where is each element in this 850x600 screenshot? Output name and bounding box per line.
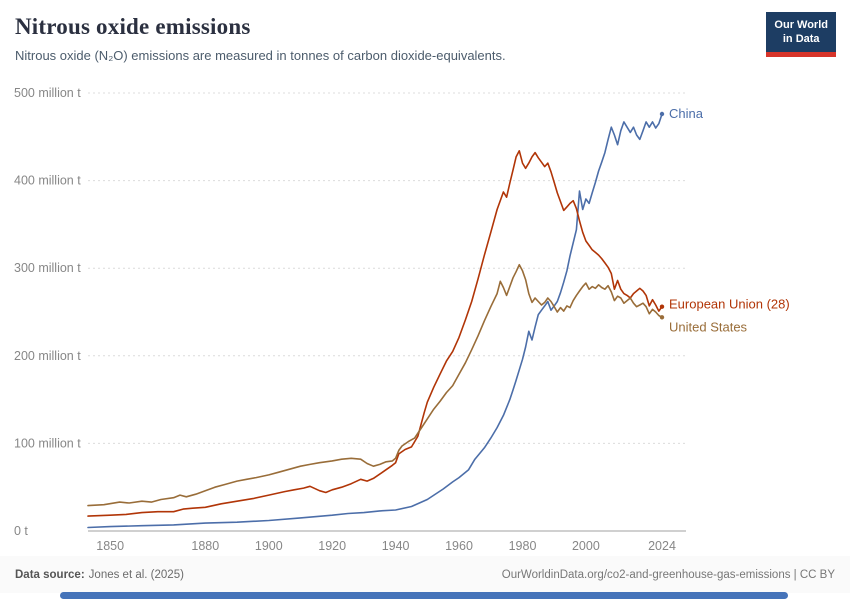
- y-tick-label: 400 million t: [14, 174, 81, 188]
- chart-header: Nitrous oxide emissions Nitrous oxide (N…: [15, 14, 740, 63]
- x-tick-label: 1880: [191, 539, 219, 553]
- y-tick-label: 500 million t: [14, 86, 81, 100]
- y-tick-label: 200 million t: [14, 349, 81, 363]
- x-tick-label: 2000: [572, 539, 600, 553]
- chart-footer: Data source: Jones et al. (2025) OurWorld…: [0, 556, 850, 593]
- owid-logo-line2: in Data: [782, 33, 820, 46]
- series-endpoint-china: [659, 111, 665, 117]
- series-line-united-states: [87, 263, 663, 507]
- x-tick-label: 1980: [509, 539, 537, 553]
- series-line-china: [87, 113, 663, 529]
- y-tick-label: 0 t: [14, 524, 28, 538]
- x-tick-label: 1920: [318, 539, 346, 553]
- x-tick-label: 1900: [255, 539, 283, 553]
- series-endpoint-european-union-28: [659, 304, 665, 309]
- series-label-china: China: [669, 106, 704, 121]
- owid-logo-line1: Our World: [774, 19, 828, 31]
- x-tick-label: 1940: [382, 539, 410, 553]
- series-label-united-states: United States: [669, 319, 748, 334]
- x-tick-label: 1850: [96, 539, 124, 553]
- x-tick-label: 2024: [648, 539, 676, 553]
- footer-citation-link[interactable]: OurWorldinData.org/co2-and-greenhouse-ga…: [501, 568, 835, 581]
- y-tick-label: 100 million t: [14, 436, 81, 450]
- chart-title: Nitrous oxide emissions: [15, 14, 251, 39]
- data-source: Data source: Jones et al. (2025): [15, 569, 184, 581]
- series-label-european-union-28: European Union (28): [669, 297, 790, 312]
- timeline-slider[interactable]: [60, 592, 788, 599]
- x-tick-label: 1960: [445, 539, 473, 553]
- series-endpoint-united-states: [659, 315, 665, 320]
- series-line-european-union-28: [87, 150, 663, 517]
- data-source-value: Jones et al. (2025): [88, 568, 184, 581]
- chart-subtitle: Nitrous oxide (N₂O) emissions are measur…: [15, 48, 506, 63]
- data-source-label: Data source:: [15, 568, 85, 581]
- y-tick-label: 300 million t: [14, 261, 81, 275]
- owid-logo[interactable]: Our World in Data: [766, 12, 836, 57]
